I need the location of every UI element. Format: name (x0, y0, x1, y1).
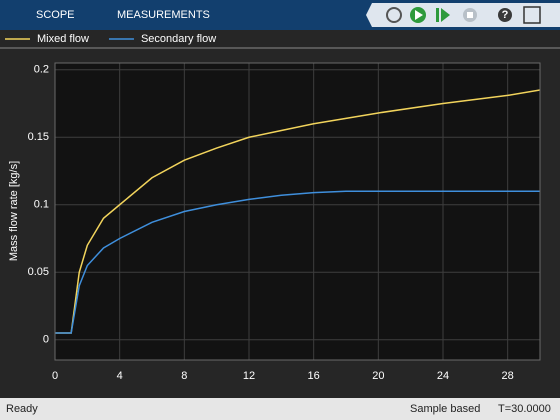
help-button[interactable] (498, 8, 512, 22)
y-tick-label: 0 (43, 334, 49, 346)
lines (55, 89, 540, 334)
y-tick-label: 0.15 (28, 131, 49, 143)
settings-button[interactable] (386, 7, 402, 23)
legend-bar (0, 30, 560, 48)
step-button[interactable] (436, 8, 439, 22)
series-line (55, 89, 540, 334)
x-tick-label: 20 (372, 370, 384, 382)
x-tick-label: 28 (502, 370, 514, 382)
stop-icon (467, 12, 473, 18)
x-tick-label: 12 (243, 370, 255, 382)
step-icon (441, 8, 450, 22)
series-line (55, 190, 540, 334)
tab[interactable]: MEASUREMENTS (117, 9, 210, 21)
status-bar (0, 398, 560, 420)
x-tick-label: 24 (437, 370, 449, 382)
x-tick-label: 16 (308, 370, 320, 382)
legend-label: Mixed flow (37, 33, 89, 45)
help-icon: ? (502, 9, 509, 21)
legend-label: Secondary flow (141, 33, 216, 45)
sim-time: T=30.0000 (498, 403, 551, 415)
y-tick-label: 0.05 (28, 266, 49, 278)
plot-area (55, 63, 540, 360)
x-tick-label: 8 (181, 370, 187, 382)
y-tick-label: 0.1 (34, 199, 49, 211)
tab[interactable]: SCOPE (36, 9, 75, 21)
legend: Mixed flow Secondary flow (5, 33, 216, 45)
run-icon (415, 10, 423, 20)
y-axis-label: Mass flow rate [kg/s] (8, 161, 20, 261)
sample-mode: Sample based (410, 403, 480, 415)
plot-border (54, 62, 541, 361)
expand-button[interactable] (523, 6, 541, 24)
x-tick-label: 0 (52, 370, 58, 382)
y-tick-label: 0.2 (34, 64, 49, 76)
status: Ready (6, 403, 38, 415)
x-tick-label: 4 (117, 370, 123, 382)
